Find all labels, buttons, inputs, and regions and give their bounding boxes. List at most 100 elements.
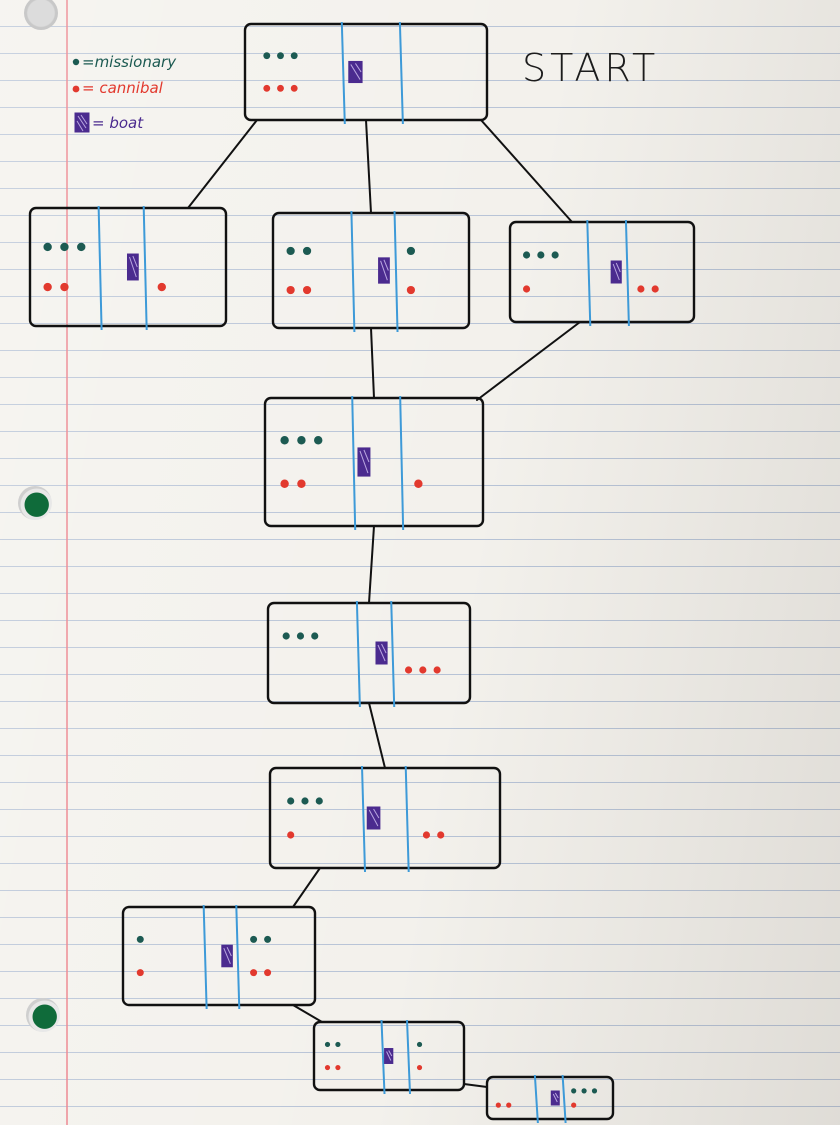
state-box-outline [243, 22, 489, 122]
river-bank-line-2 [399, 395, 405, 531]
missionary-dot-left [324, 1041, 331, 1048]
boat-hatching [223, 947, 232, 964]
missionary-dot-left [263, 52, 271, 60]
river-bank-line-2 [404, 765, 410, 873]
cannibal-dot-left [335, 1064, 341, 1071]
missionary-dot-right [581, 1088, 587, 1094]
start-title: START [522, 46, 660, 90]
river-bank-line-2 [398, 21, 404, 125]
cannibal-dot-left [136, 969, 144, 977]
edges-layer [187, 119, 581, 1088]
legend-missionary-label: =missionary [82, 53, 177, 71]
state-box-s2 [263, 395, 485, 531]
edge-s6-s7 [463, 1083, 488, 1088]
edge-s5-s6 [292, 1004, 323, 1023]
binder-hole-bottom [26, 998, 60, 1032]
river-bank-line-2 [390, 600, 396, 708]
missionary-dot-left [290, 52, 298, 60]
state-box-s1b [271, 210, 471, 333]
edge-s3-s4 [368, 702, 386, 769]
legend [72, 58, 90, 133]
binder-hole-top [24, 0, 58, 30]
boat-hatching [552, 1092, 559, 1103]
missionary-dot-left [302, 246, 312, 256]
boat-hatching [386, 1050, 393, 1061]
missionary-dot-left [43, 242, 52, 252]
missionary-dot-left [301, 797, 309, 805]
binder-hole-middle [18, 486, 52, 520]
river-bank-line-1 [586, 219, 592, 327]
river-bank-line-2 [235, 904, 241, 1010]
river-bank-line-1 [361, 765, 366, 873]
cannibal-dot-right [404, 666, 413, 674]
state-box-start [243, 21, 489, 125]
river-bank-line-1 [350, 210, 356, 333]
cannibal-dot-left [506, 1102, 512, 1108]
edge-start-s1b [365, 119, 372, 214]
cannibal-dot-left [522, 285, 531, 293]
cannibal-dot-left [297, 479, 306, 488]
edge-start-s1a [187, 119, 258, 209]
cannibal-dot-left [287, 831, 295, 839]
edge-s1c-s2 [476, 321, 581, 401]
state-box-outline [508, 220, 696, 324]
legend-boat-hatch [76, 114, 88, 132]
river-bank-line-2 [624, 219, 630, 327]
cannibal-dot-left [277, 84, 284, 92]
cannibal-dot-right [437, 831, 445, 839]
state-box-s3 [266, 600, 472, 708]
cannibal-dot-right [433, 666, 441, 674]
legend-boat-label: = boat [92, 114, 144, 132]
missionary-dot-right [406, 246, 416, 256]
missionary-dot-right [264, 935, 272, 943]
river-bank-line-1 [355, 600, 361, 708]
missionary-dot-left [277, 52, 284, 60]
cannibal-dot-right [651, 285, 659, 293]
missionary-dot-left [77, 242, 86, 252]
state-box-outline [268, 766, 502, 870]
boat-hatching [377, 643, 387, 662]
river-bank-line-2 [393, 210, 399, 333]
legend-cannibal-label: = cannibal [82, 79, 163, 97]
cannibal-dot-left [263, 84, 271, 92]
cannibal-dot-right [406, 285, 416, 295]
river-bank-line-1 [202, 904, 208, 1010]
state-box-s5 [121, 904, 317, 1010]
state-box-outline [271, 211, 471, 330]
river-bank-line-2 [561, 1074, 567, 1124]
state-box-outline [121, 905, 317, 1007]
state-box-s6 [312, 1019, 466, 1095]
cannibal-dot-left [286, 285, 295, 295]
cannibal-dot-left [43, 282, 52, 292]
cannibal-dot-left [302, 285, 312, 295]
boat-hatching [380, 259, 389, 281]
cannibal-dot-right [264, 969, 272, 977]
missionary-dot-right [250, 935, 258, 943]
edge-s2-s3 [368, 525, 375, 604]
cannibal-dot-right [414, 479, 423, 488]
boat-hatching [612, 262, 621, 281]
river-bank-line-1 [380, 1019, 386, 1095]
state-box-s7 [485, 1074, 615, 1124]
missionary-dot-right [591, 1088, 598, 1094]
cannibal-dot-right [571, 1102, 577, 1108]
missionary-dot-left [311, 632, 319, 640]
edge-start-s1c [480, 119, 573, 223]
state-box-outline [28, 206, 228, 328]
river-bank-line-1 [340, 21, 346, 125]
boat-hatching [350, 63, 362, 80]
river-bank-line-1 [97, 205, 103, 331]
river-bank-line-1 [351, 395, 357, 531]
state-box-outline [266, 601, 472, 705]
missionary-dot-left [60, 242, 69, 252]
missionary-dot-left [296, 632, 305, 640]
missionary-dot-left [287, 797, 295, 805]
cannibal-dot-right [250, 969, 258, 977]
boat-hatching [359, 449, 370, 474]
state-box-outline [263, 396, 485, 528]
missionary-dot-left [522, 251, 531, 259]
cannibal-dot-right [637, 285, 645, 293]
missionary-dot-left [297, 436, 306, 445]
cannibal-dot-left [290, 84, 298, 92]
